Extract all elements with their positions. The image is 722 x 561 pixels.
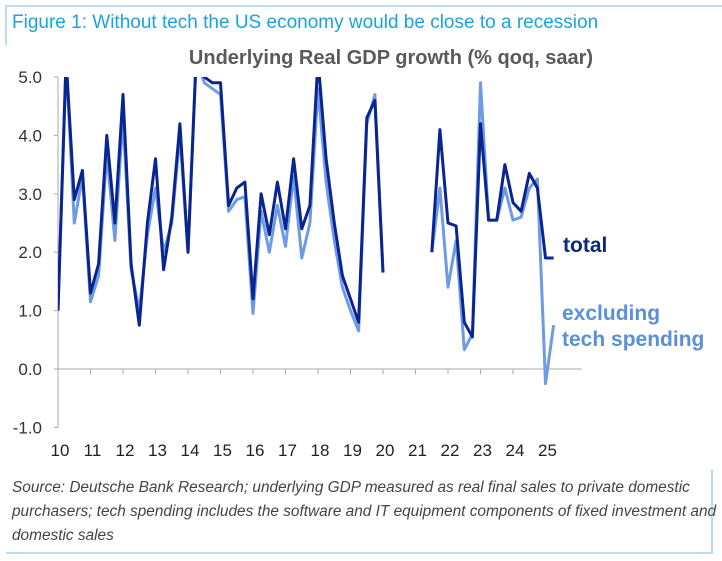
y-tick-label: 3.0 (18, 185, 42, 204)
frame-bottom-border (6, 470, 713, 554)
figure-frame (5, 5, 722, 554)
figure-title: Figure 1: Without tech the US economy wo… (12, 12, 599, 33)
x-tick-label: 10 (51, 441, 70, 460)
x-tick-label: 12 (116, 441, 135, 460)
x-tick-label: 19 (343, 441, 362, 460)
x-tick-label: 16 (246, 441, 265, 460)
x-tick-label: 20 (376, 441, 395, 460)
legend-label-excluding-line2: tech spending (562, 328, 705, 351)
x-tick-label: 24 (506, 441, 525, 460)
x-tick-label: 22 (441, 441, 460, 460)
x-tick-label: 14 (181, 441, 200, 460)
y-tick-label: -1.0 (13, 418, 42, 437)
chart-title: Underlying Real GDP growth (% qoq, saar) (188, 47, 594, 69)
x-tick-label: 23 (473, 441, 492, 460)
frame-top-border (5, 5, 722, 45)
y-tick-label: 1.0 (18, 302, 42, 321)
x-tick-label: 11 (84, 441, 102, 460)
y-tick-label: 2.0 (18, 243, 42, 262)
legend-label-total: total (563, 234, 608, 257)
legend-label-excluding-line1: excluding (562, 302, 661, 325)
x-tick-label: 21 (408, 441, 427, 460)
y-tick-label: 4.0 (18, 126, 42, 145)
series-line-total-segment-2 (430, 122, 554, 339)
y-tick-label: 5.0 (18, 68, 42, 87)
legend-label-excluding-tech: excluding tech spending (562, 301, 704, 353)
axes: 5.0 4.0 3.0 2.0 1.0 0.0 -1.0 10 11 12 13 14 15 16 17 18… (13, 68, 582, 460)
series-line-excluding-tech-segment-2 (430, 81, 556, 386)
x-tick-label: 17 (278, 441, 297, 460)
x-tick-label: 15 (213, 441, 232, 460)
series-line-total-segment-1 (58, 77, 385, 327)
x-tick-label: 25 (538, 441, 557, 460)
x-tick-label: 18 (311, 441, 330, 460)
x-tick-label: 13 (148, 441, 167, 460)
series-lines (58, 77, 556, 386)
y-tick-label: 0.0 (18, 360, 42, 379)
source-note: Source: Deutsche Bank Research; underlyi… (12, 479, 717, 544)
